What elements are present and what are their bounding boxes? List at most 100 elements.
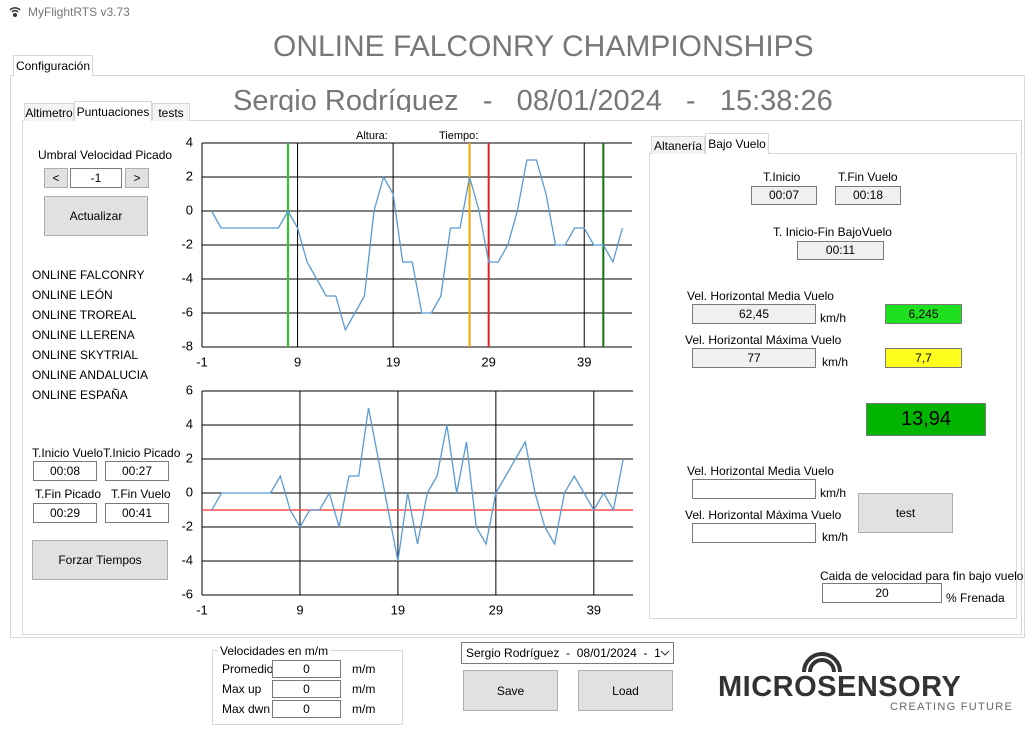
speed-unit: m/m bbox=[352, 682, 376, 696]
unit: km/h bbox=[820, 311, 847, 325]
unit: % Frenada bbox=[946, 591, 1005, 605]
unit: km/h bbox=[820, 486, 847, 500]
x-tick-label: 19 bbox=[386, 354, 400, 369]
speed-input[interactable]: 0 bbox=[272, 700, 341, 718]
main-tab[interactable]: Configuración bbox=[13, 55, 93, 76]
field-label: Caida de velocidad para fin bajo vuelo bbox=[820, 569, 1024, 583]
competition[interactable]: ONLINE TROREAL bbox=[32, 308, 137, 322]
time-label: T.Fin Picado bbox=[35, 487, 102, 501]
y-tick-label: -4 bbox=[181, 270, 193, 285]
session-select[interactable]: Sergio Rodríguez - 08/01/2024 - 1 bbox=[461, 642, 674, 664]
annotation: Tiempo: bbox=[439, 130, 478, 142]
field-label: Vel. Horizontal Media Vuelo bbox=[687, 464, 834, 478]
prev-button[interactable]: < bbox=[44, 168, 68, 188]
tab[interactable]: tests bbox=[152, 103, 190, 121]
app-icon bbox=[9, 7, 21, 17]
data-line bbox=[211, 407, 624, 562]
speed-input[interactable]: 0 bbox=[272, 660, 341, 678]
competition[interactable]: ONLINE ANDALUCIA bbox=[32, 368, 149, 382]
speed-unit: m/m bbox=[352, 702, 376, 716]
field-label: Vel. Horizontal Máxima Vuelo bbox=[685, 333, 842, 347]
time-input[interactable]: 00:08 bbox=[33, 461, 97, 481]
update-button[interactable]: Actualizar bbox=[44, 196, 148, 236]
competition[interactable]: ONLINE LLERENA bbox=[32, 328, 135, 342]
competition[interactable]: ONLINE ESPAÑA bbox=[32, 388, 128, 402]
y-tick-label: 0 bbox=[186, 484, 193, 499]
field: 77 bbox=[692, 348, 816, 368]
x-tick-label: 39 bbox=[577, 354, 591, 369]
field: 00:11 bbox=[797, 241, 884, 260]
speed-label: Max dwn bbox=[222, 702, 271, 716]
field-label: T.Inicio bbox=[763, 170, 801, 184]
tab[interactable]: Puntuaciones bbox=[74, 101, 152, 121]
header-title: ONLINE FALCONRY CHAMPIONSHIPS bbox=[273, 30, 814, 63]
y-tick-label: -2 bbox=[181, 518, 193, 533]
save-button[interactable]: Save bbox=[463, 670, 558, 711]
x-tick-label: -1 bbox=[196, 602, 208, 617]
header-subtitle: Sergio Rodríguez - 08/01/2024 - 15:38:26 bbox=[233, 85, 833, 112]
score: 6,245 bbox=[885, 304, 962, 324]
competition[interactable]: ONLINE LEÓN bbox=[32, 288, 113, 302]
x-tick-label: 29 bbox=[481, 354, 495, 369]
field-label: T.Fin Vuelo bbox=[838, 170, 898, 184]
field-label: Vel. Horizontal Media Vuelo bbox=[687, 289, 834, 303]
y-tick-label: -8 bbox=[181, 338, 193, 353]
x-tick-label: 9 bbox=[294, 354, 301, 369]
tab[interactable]: Altimetro bbox=[24, 103, 74, 121]
field: 00:07 bbox=[751, 186, 817, 205]
input[interactable] bbox=[692, 479, 816, 499]
low-flight-panel bbox=[649, 153, 1017, 619]
field-label: T. Inicio-Fin BajoVuelo bbox=[773, 225, 892, 239]
speed-label: Max up bbox=[222, 682, 262, 696]
logo-tagline: CREATING FUTURE bbox=[890, 701, 1014, 713]
next-button[interactable]: > bbox=[125, 168, 149, 188]
speed-unit: m/m bbox=[352, 662, 376, 676]
force-times-button[interactable]: Forzar Tiempos bbox=[32, 540, 168, 580]
logo-waves bbox=[802, 652, 842, 673]
y-tick-label: 2 bbox=[186, 450, 193, 465]
input[interactable] bbox=[692, 523, 816, 543]
window-title: MyFlightRTS v3.73 bbox=[28, 5, 130, 19]
dropdown-arrow bbox=[660, 650, 670, 656]
speed-input[interactable]: 0 bbox=[272, 680, 341, 698]
group-title: Velocidades en m/m bbox=[218, 644, 331, 658]
load-button[interactable]: Load bbox=[578, 670, 673, 711]
y-tick-label: 0 bbox=[186, 202, 193, 217]
time-label: T.Inicio Picado bbox=[103, 446, 181, 460]
test-button[interactable]: test bbox=[858, 493, 953, 533]
time-input[interactable]: 00:27 bbox=[105, 461, 169, 481]
x-tick-label: -1 bbox=[196, 354, 208, 369]
competition[interactable]: ONLINE FALCONRY bbox=[32, 268, 145, 282]
time-input[interactable]: 00:29 bbox=[33, 503, 97, 523]
time-label: T.Fin Vuelo bbox=[111, 487, 171, 501]
x-tick-label: 39 bbox=[587, 602, 601, 617]
time-input[interactable]: 00:41 bbox=[105, 503, 169, 523]
y-tick-label: -2 bbox=[181, 236, 193, 251]
y-tick-label: 4 bbox=[186, 134, 193, 149]
time-label: T.Inicio Vuelo bbox=[32, 446, 103, 460]
competition[interactable]: ONLINE SKYTRIAL bbox=[32, 348, 139, 362]
tab[interactable]: Bajo Vuelo bbox=[705, 133, 769, 154]
threshold-input[interactable]: -1 bbox=[70, 168, 122, 188]
input[interactable]: 20 bbox=[822, 583, 942, 603]
y-tick-label: -6 bbox=[181, 304, 193, 319]
logo: MICROSENSORY bbox=[718, 671, 962, 703]
annotation: Altura: bbox=[356, 130, 388, 142]
total-score: 13,94 bbox=[866, 403, 986, 436]
y-tick-label: 6 bbox=[186, 382, 193, 397]
speed-label: Promedio bbox=[222, 662, 274, 676]
x-tick-label: 19 bbox=[391, 602, 405, 617]
y-tick-label: -6 bbox=[181, 586, 193, 601]
data-line bbox=[210, 159, 624, 332]
y-tick-label: 2 bbox=[186, 168, 193, 183]
unit: km/h bbox=[822, 530, 849, 544]
score: 7,7 bbox=[885, 348, 962, 368]
y-tick-label: -4 bbox=[181, 552, 193, 567]
x-tick-label: 29 bbox=[489, 602, 503, 617]
field-label: Vel. Horizontal Máxima Vuelo bbox=[685, 508, 842, 522]
field: 62,45 bbox=[692, 304, 816, 324]
y-tick-label: 4 bbox=[186, 416, 193, 431]
tab[interactable]: Altanería bbox=[651, 136, 705, 154]
